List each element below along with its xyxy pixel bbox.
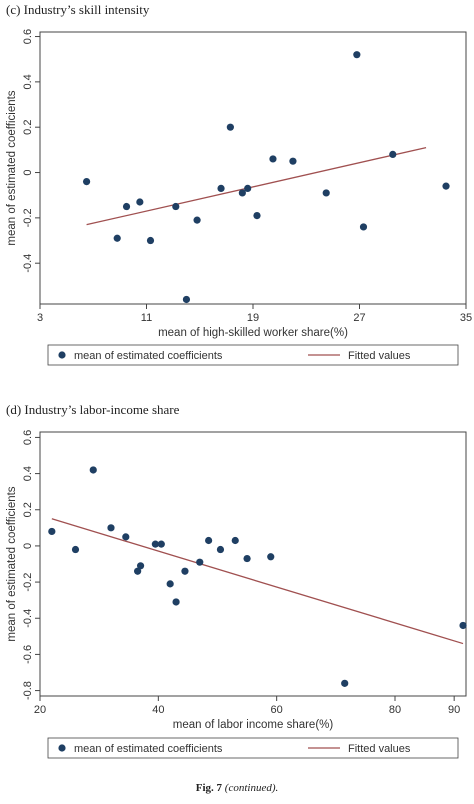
y-tick-label: 0.2 [22, 120, 34, 135]
data-point [269, 155, 277, 163]
data-point [217, 184, 225, 192]
data-point [353, 51, 361, 59]
x-tick-label: 90 [448, 704, 460, 716]
data-point [193, 216, 201, 224]
x-tick-label: 20 [34, 704, 46, 716]
plot-frame [39, 431, 467, 697]
y-tick-label: 0.6 [22, 29, 34, 44]
x-tick-label: 11 [141, 312, 152, 324]
legend-box [47, 737, 459, 759]
data-point [136, 198, 144, 206]
fitted-values-line [51, 518, 464, 645]
data-point [205, 536, 213, 545]
x-tick-label: 80 [389, 704, 401, 716]
fitted-values-line [86, 146, 427, 226]
x-axis-label: mean of high-skilled worker share(%) [158, 327, 348, 339]
data-point [89, 466, 97, 474]
data-point [243, 554, 251, 563]
y-tick-label: 0 [22, 543, 34, 549]
data-point [289, 157, 297, 165]
data-point [253, 212, 261, 220]
x-tick-label: 35 [460, 312, 472, 324]
data-point [151, 540, 159, 548]
legend-marker-points [58, 351, 66, 359]
data-point [322, 189, 330, 197]
data-point [459, 621, 467, 630]
caption-continued: (continued). [224, 782, 279, 794]
y-tick-label: -0.8 [22, 681, 34, 700]
data-point [107, 524, 115, 532]
data-point [226, 123, 234, 131]
data-point [136, 562, 145, 570]
x-tick-label: 60 [271, 704, 283, 716]
data-point [146, 236, 155, 245]
data-point [122, 202, 131, 211]
plot-frame [39, 31, 467, 305]
panel-d-title: (d) Industry’s labor-income share [6, 402, 180, 417]
data-point [134, 567, 142, 575]
data-point [172, 202, 180, 211]
data-point [216, 545, 225, 554]
x-tick-label: 19 [247, 312, 259, 324]
data-point [48, 527, 56, 536]
data-point [113, 234, 121, 242]
chart-d: 20 40 60 80 90 0.6 0.4 0.2 0 -0.2 -0.4 -0.6 -0.8 mean… [6, 430, 467, 759]
y-tick-label: 0 [22, 169, 34, 175]
y-axis-label: mean of estimated coefficients [6, 486, 18, 641]
x-tick-label: 3 [37, 312, 43, 324]
caption-fig-label: Fig. 7 [195, 782, 223, 794]
data-point [172, 598, 180, 606]
data-point [166, 580, 174, 588]
y-tick-label: 0.2 [22, 502, 34, 517]
y-axis-label: mean of estimated coefficients [6, 90, 18, 245]
data-point [181, 567, 189, 575]
y-tick-label: -0.2 [22, 208, 34, 227]
legend-label-fit: Fitted values [348, 743, 411, 755]
data-point [442, 182, 450, 190]
y-tick-label: -0.4 [22, 609, 34, 628]
y-tick-label: 0.4 [22, 74, 34, 89]
y-tick-label: -0.6 [22, 645, 34, 664]
data-point [82, 178, 91, 186]
panel-c-title: (c) Industry’s skill intensity [6, 2, 150, 17]
data-point [359, 223, 368, 231]
data-point [238, 189, 246, 197]
legend-label-points: mean of estimated coefficients [74, 350, 223, 362]
data-point [389, 150, 397, 158]
x-tick-label: 27 [353, 312, 365, 324]
data-point [231, 536, 239, 545]
x-axis-label: mean of labor income share(%) [173, 719, 334, 731]
data-point [244, 184, 252, 192]
data-point [157, 540, 165, 548]
legend-marker-points [58, 744, 66, 752]
y-tick-label: 0.6 [22, 430, 34, 445]
data-point [341, 679, 349, 687]
data-point [267, 553, 275, 561]
figure-caption: Fig. 7 (continued). [0, 782, 474, 794]
chart-c: 3 11 19 27 35 0.6 0.4 0.2 0 -0.2 -0.4 mean of high-… [6, 29, 472, 366]
data-point [71, 545, 80, 554]
legend-label-points: mean of estimated coefficients [74, 743, 223, 755]
data-point [122, 533, 130, 541]
legend-box [47, 344, 459, 366]
y-tick-label: -0.2 [22, 573, 34, 592]
legend-label-fit: Fitted values [348, 350, 411, 362]
y-tick-label: 0.4 [22, 466, 34, 481]
x-tick-label: 40 [152, 704, 164, 716]
y-tick-label: -0.4 [22, 254, 34, 273]
data-point [182, 295, 191, 304]
data-point [196, 558, 204, 566]
